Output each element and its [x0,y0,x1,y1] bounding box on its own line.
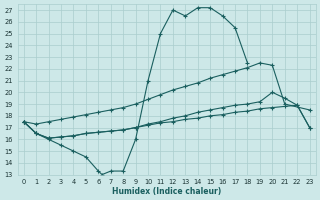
X-axis label: Humidex (Indice chaleur): Humidex (Indice chaleur) [112,187,221,196]
